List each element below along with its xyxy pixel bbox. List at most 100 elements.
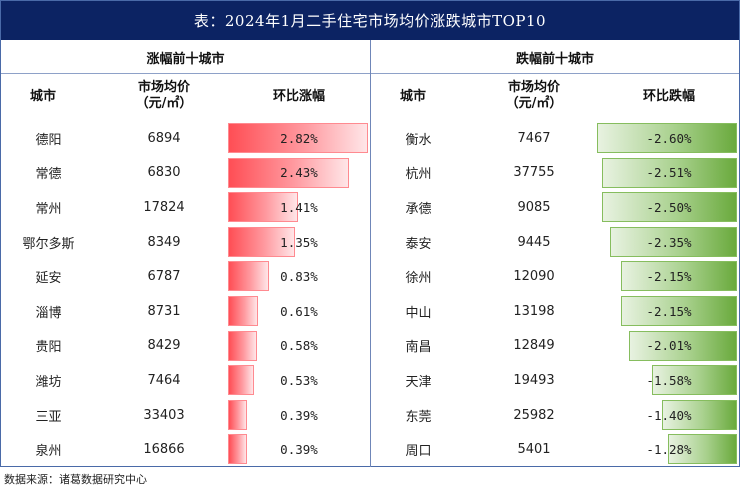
- rise-bar: [228, 192, 298, 223]
- table-row: 中山 13198 -2.15%: [371, 294, 740, 329]
- avg-price: 33403: [143, 407, 185, 423]
- city-name: 东莞: [405, 409, 432, 425]
- header-change: 环比跌幅: [642, 89, 695, 104]
- data-source-note: 数据来源：诸葛数据研究中心: [4, 473, 147, 486]
- city-name: 常州: [35, 201, 62, 217]
- header-price-line1: 市场均价: [507, 80, 560, 95]
- rise-bar: [228, 330, 257, 361]
- change-label: 0.58%: [280, 338, 318, 354]
- rise-section-title: 涨幅前十城市: [146, 51, 225, 67]
- city-name: 三亚: [35, 409, 62, 425]
- city-name: 衡水: [405, 132, 432, 148]
- fall-table: 城市 市场均价 （元/㎡） 环比跌幅 衡水 7467 -2.60% 杭州 37755 -2…: [371, 74, 740, 467]
- table-row: 常州 17824 1.41%: [1, 190, 370, 225]
- change-label: 0.61%: [280, 303, 318, 319]
- avg-price: 8349: [147, 234, 181, 250]
- avg-price: 16866: [143, 442, 185, 458]
- avg-price: 17824: [143, 199, 185, 215]
- fall-bar: [601, 157, 737, 188]
- header-city: 城市: [399, 89, 426, 104]
- fall-bar: [628, 330, 737, 361]
- change-label: 1.41%: [280, 199, 318, 215]
- table-row: 天津 19493 -1.58%: [371, 363, 740, 398]
- avg-price: 13198: [513, 303, 555, 319]
- change-label: -1.28%: [646, 442, 692, 458]
- avg-price: 7464: [147, 372, 181, 388]
- rise-table: 城市 市场均价 （元/㎡） 环比涨幅 德阳 6894 2.82% 常德 6830 2.43…: [1, 74, 370, 467]
- table-row: 承德 9085 -2.50%: [371, 190, 740, 225]
- fall-bar: [597, 123, 737, 153]
- avg-price: 7467: [517, 130, 551, 146]
- table-row: 泉州 16866 0.39%: [1, 432, 370, 467]
- table-row: 周口 5401 -1.28%: [371, 432, 740, 467]
- fall-table-header: 城市 市场均价 （元/㎡） 环比跌幅: [371, 74, 740, 120]
- table-row: 淄博 8731 0.61%: [1, 294, 370, 329]
- change-label: -1.40%: [646, 407, 692, 423]
- avg-price: 19493: [513, 372, 555, 388]
- rise-bar: [228, 261, 270, 292]
- fall-bar: [668, 434, 737, 465]
- fall-bar: [621, 261, 737, 292]
- change-label: 0.39%: [280, 442, 318, 458]
- rise-bar: [228, 123, 368, 153]
- table-row: 鄂尔多斯 8349 1.35%: [1, 225, 370, 260]
- header-price-line2: （元/㎡）: [505, 96, 563, 111]
- city-name: 常德: [35, 167, 62, 183]
- change-label: -2.60%: [646, 130, 692, 146]
- rise-bar: [228, 157, 349, 188]
- city-name: 泰安: [405, 236, 432, 252]
- fall-bar: [602, 192, 737, 223]
- header-change: 环比涨幅: [272, 89, 325, 104]
- city-name: 淄博: [35, 305, 62, 321]
- avg-price: 8731: [147, 303, 181, 319]
- fall-bar: [651, 365, 737, 396]
- city-name: 南昌: [405, 340, 432, 356]
- city-name: 周口: [405, 444, 432, 460]
- change-label: 1.35%: [280, 234, 318, 250]
- change-label: 2.43%: [280, 165, 318, 181]
- city-name: 承德: [405, 201, 432, 217]
- avg-price: 12090: [513, 269, 555, 285]
- fall-bar: [610, 226, 737, 257]
- city-name: 鄂尔多斯: [22, 236, 75, 252]
- table-row: 常德 6830 2.43%: [1, 156, 370, 191]
- table-frame: 表：2024年1月二手住宅市场均价涨跌城市TOP10 涨幅前十城市 跌幅前十城市…: [0, 0, 740, 467]
- change-label: 0.39%: [280, 407, 318, 423]
- change-label: -1.58%: [646, 372, 692, 388]
- city-name: 德阳: [35, 132, 62, 148]
- header-city: 城市: [29, 89, 56, 104]
- table-row: 衡水 7467 -2.60%: [371, 121, 740, 156]
- avg-price: 25982: [513, 407, 555, 423]
- avg-price: 37755: [513, 165, 555, 181]
- table-row: 东莞 25982 -1.40%: [371, 398, 740, 433]
- rise-table-header: 城市 市场均价 （元/㎡） 环比涨幅: [1, 74, 370, 120]
- avg-price: 9085: [517, 199, 551, 215]
- change-label: -2.15%: [646, 303, 692, 319]
- change-label: -2.35%: [646, 234, 692, 250]
- change-label: 2.82%: [280, 130, 318, 146]
- city-name: 天津: [405, 374, 432, 390]
- table-row: 泰安 9445 -2.35%: [371, 225, 740, 260]
- column-divider: [370, 40, 371, 467]
- avg-price: 12849: [513, 338, 555, 354]
- avg-price: 6787: [147, 269, 181, 285]
- avg-price: 5401: [517, 442, 551, 458]
- header-price: 市场均价 （元/㎡）: [119, 80, 209, 112]
- avg-price: 8429: [147, 338, 181, 354]
- avg-price: 9445: [517, 234, 551, 250]
- table-row: 杭州 37755 -2.51%: [371, 156, 740, 191]
- header-price-line2: （元/㎡）: [135, 96, 193, 111]
- rise-bar: [228, 365, 255, 396]
- rise-bar: [228, 226, 296, 257]
- city-name: 潍坊: [35, 374, 62, 390]
- change-label: -2.15%: [646, 269, 692, 285]
- table-row: 三亚 33403 0.39%: [1, 398, 370, 433]
- avg-price: 6894: [147, 130, 181, 146]
- change-label: 0.83%: [280, 269, 318, 285]
- table-row: 延安 6787 0.83%: [1, 259, 370, 294]
- table-row: 南昌 12849 -2.01%: [371, 329, 740, 364]
- header-price: 市场均价 （元/㎡）: [489, 80, 579, 112]
- rise-bar: [228, 399, 248, 430]
- fall-bar: [661, 399, 737, 430]
- city-name: 徐州: [405, 271, 432, 287]
